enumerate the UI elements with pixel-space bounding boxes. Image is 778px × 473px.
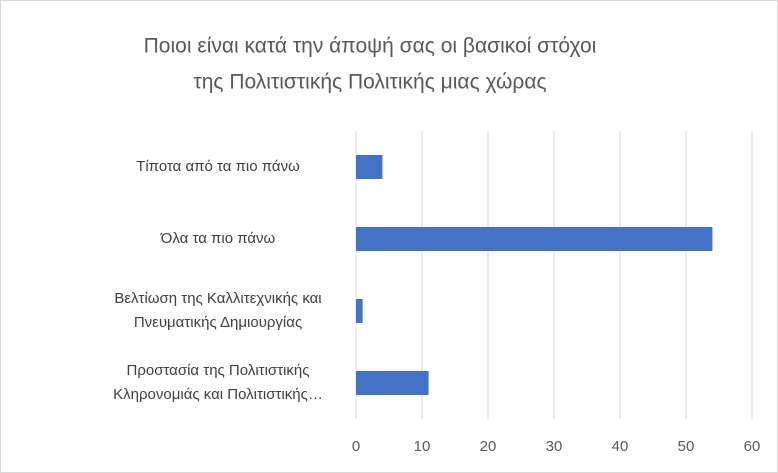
bar [356,299,363,323]
bar [356,371,429,395]
y-tick-label: Κληρονομιάς και Πολιτιστικής… [113,386,323,403]
x-tick-label: 50 [678,438,695,455]
x-tick-label: 60 [744,438,761,455]
y-tick-label: Πνευματικής Δημιουργίας [134,314,302,331]
x-tick-label: 20 [480,438,497,455]
x-tick-label: 30 [546,438,563,455]
y-tick-label: Βελτίωση της Καλλιτεχνικής και [114,290,321,307]
x-tick-label: 0 [352,438,360,455]
bar [356,155,383,179]
chart-title: Ποιοι είναι κατά την άποψή σας οι βασικο… [144,35,597,58]
y-tick-label: Προστασία της Πολιτιστικής [126,362,309,379]
chart-title: της Πολιτιστικής Πολιτικής μιας χώρας [193,71,546,94]
y-tick-label: Όλα τα πιο πάνω [160,230,276,247]
x-tick-label: 40 [612,438,629,455]
x-tick-label: 10 [414,438,431,455]
y-tick-label: Τίποτα από τα πιο πάνω [136,158,300,175]
bar [356,227,713,251]
